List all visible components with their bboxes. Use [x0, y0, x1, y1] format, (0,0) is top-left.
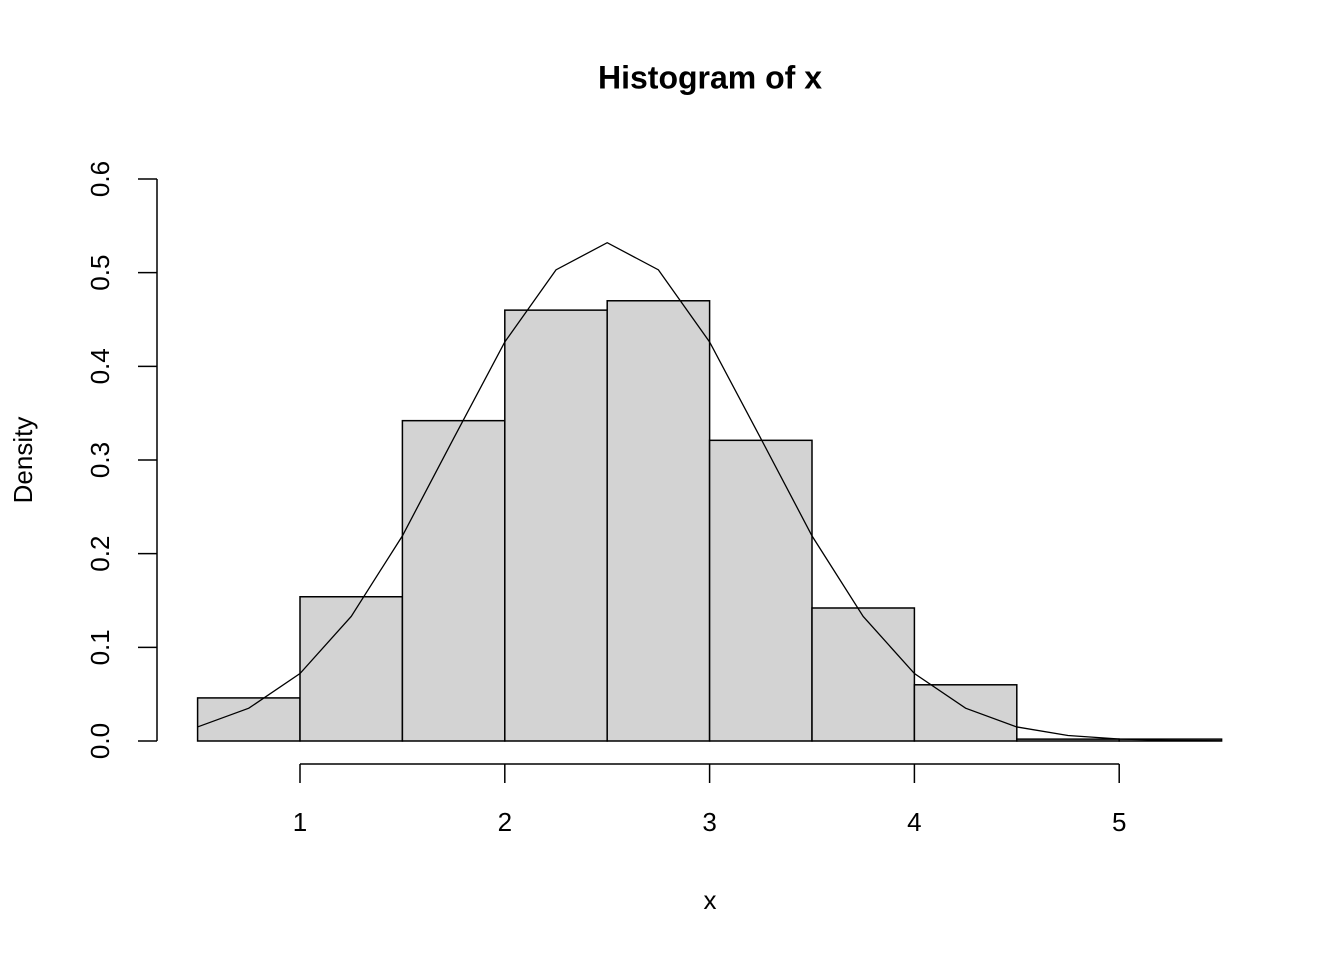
x-tick-label: 3: [702, 807, 716, 837]
chart-title: Histogram of x: [598, 59, 822, 95]
y-tick-label: 0.4: [85, 348, 115, 384]
y-tick-label: 0.3: [85, 442, 115, 478]
bar: [196, 697, 301, 742]
x-axis-label: x: [704, 885, 717, 915]
x-tick-label: 1: [293, 807, 307, 837]
bar: [708, 439, 813, 742]
bar: [606, 300, 711, 742]
bar: [1016, 738, 1120, 742]
y-tick-label: 0.5: [85, 255, 115, 291]
y-tick-label: 0.0: [85, 723, 115, 759]
density-curve: [197, 241, 1222, 742]
x-tick-label: 2: [498, 807, 512, 837]
x-tick-label: 4: [907, 807, 921, 837]
bar: [401, 419, 506, 742]
bar: [913, 684, 1018, 742]
y-axis-label: Density: [8, 417, 38, 504]
bar: [504, 309, 608, 742]
y-tick-label: 0.6: [85, 161, 115, 197]
y-tick-label: 0.1: [85, 629, 115, 665]
bar: [811, 607, 916, 742]
y-tick-label: 0.2: [85, 536, 115, 572]
x-tick-label: 5: [1112, 807, 1126, 837]
bar: [299, 596, 404, 742]
